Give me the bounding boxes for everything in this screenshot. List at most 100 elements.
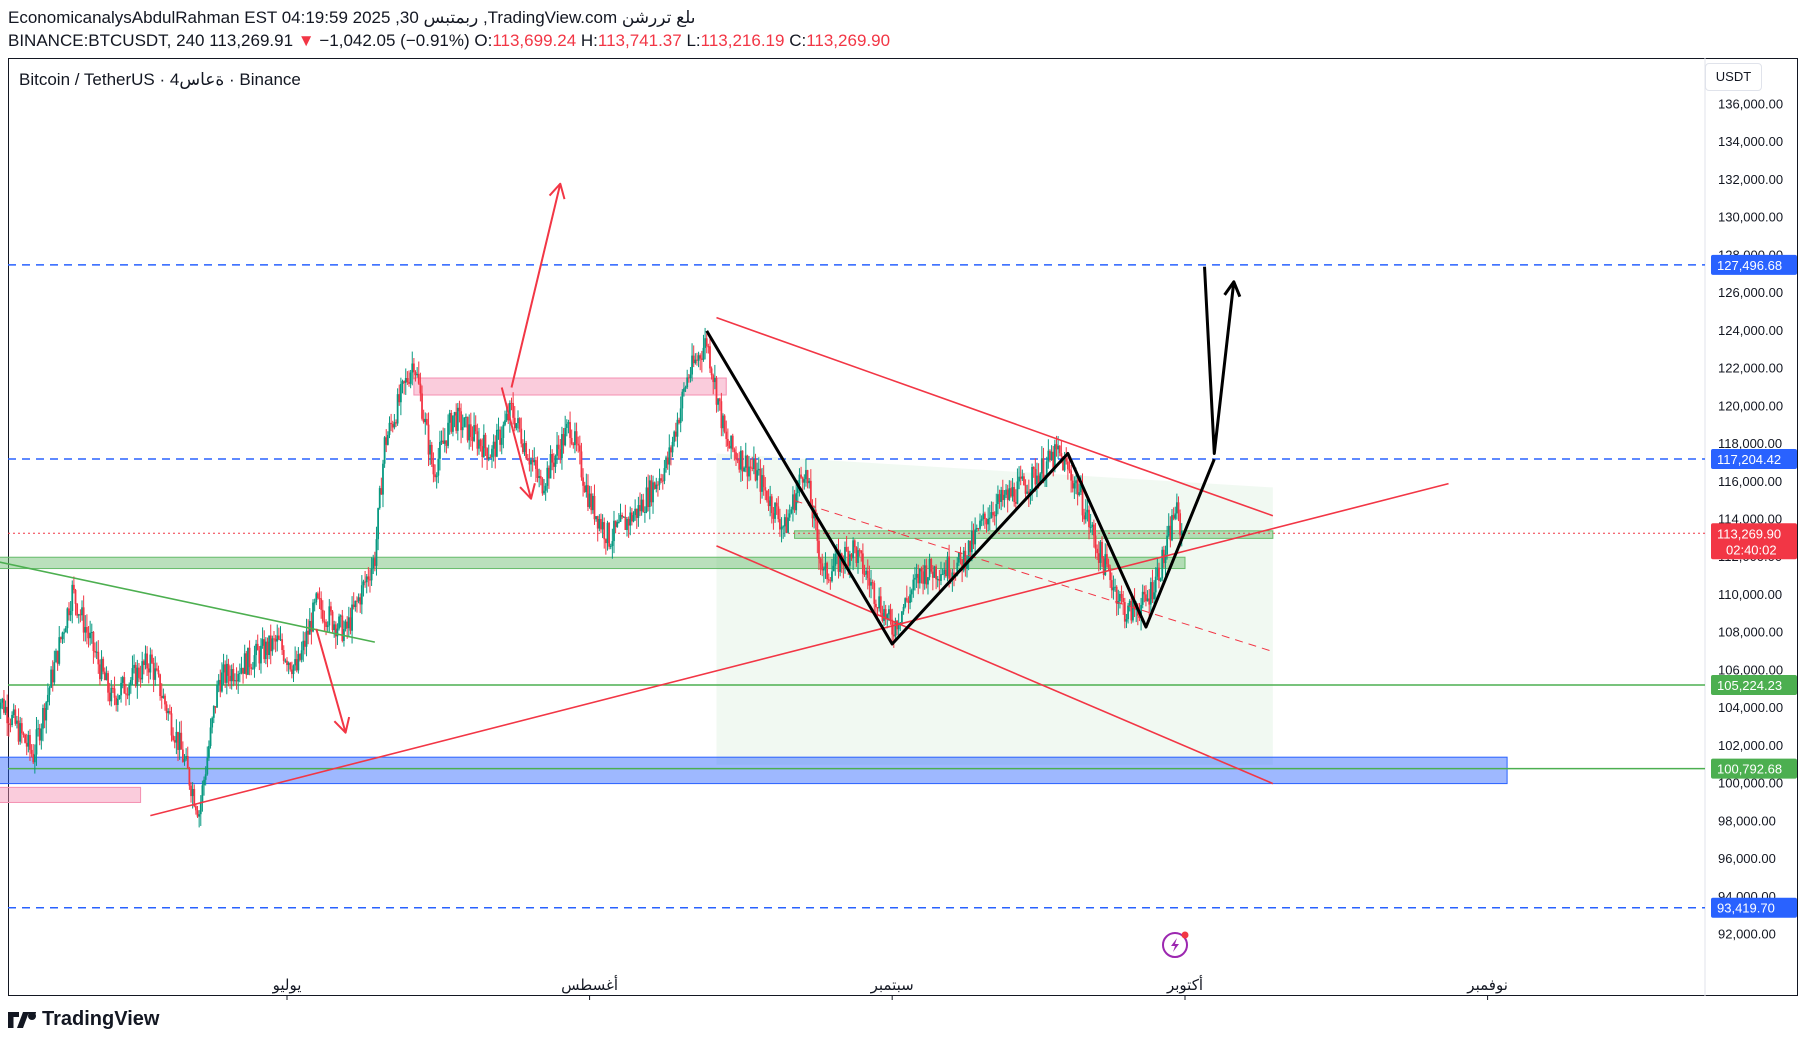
candle-body (1115, 586, 1118, 604)
candle-body (489, 457, 492, 459)
candle-body (868, 578, 871, 586)
candle-body (12, 709, 15, 715)
candle-body (1127, 605, 1129, 620)
candle-body (450, 412, 453, 432)
x-tick-label: سبتمبر (870, 977, 914, 994)
candle-body (1, 698, 4, 703)
candle-body (336, 628, 339, 637)
candle-body (248, 647, 251, 668)
candle-body (850, 554, 853, 559)
candle-body (331, 611, 334, 631)
candle-body (476, 431, 479, 449)
candle-body (923, 565, 926, 584)
candle-body (1166, 535, 1169, 555)
arrow-head-1 (519, 482, 536, 500)
arrow-head-3 (1223, 280, 1242, 298)
arrow-2 (315, 628, 347, 733)
candle-body (546, 467, 549, 486)
candle-body (227, 663, 230, 676)
candle-body (468, 424, 471, 441)
candle-body (237, 673, 240, 682)
candle-body (7, 723, 10, 725)
candle-body (559, 449, 562, 459)
candle-body (1029, 489, 1032, 494)
tradingview-logo[interactable]: TradingView (8, 1008, 159, 1031)
open-value: 113,699.24 (492, 31, 577, 50)
candle-body (242, 667, 244, 674)
candle-body (1099, 541, 1102, 563)
candle-body (715, 377, 718, 405)
candle-body (621, 514, 624, 517)
price-label: 93,419.70 (1717, 901, 1775, 916)
candle-body (853, 540, 856, 548)
candle-body (598, 519, 601, 529)
candle-body (543, 490, 545, 494)
candle-body (102, 658, 105, 672)
y-tick-label: 136,000.00 (1718, 97, 1783, 112)
candle-body (253, 655, 256, 669)
candle-body (977, 527, 980, 529)
candle-body (492, 441, 495, 449)
candle-body (19, 723, 22, 742)
candle-body (1070, 470, 1073, 481)
symbol-ohlc-line: BINANCE:BTCUSDT, 240 113,269.91 ▼ −1,042… (8, 31, 890, 51)
candle-body (116, 699, 119, 705)
candle-body (931, 571, 934, 578)
candle-body (437, 458, 440, 476)
candle-body (1169, 525, 1172, 541)
candle-body (520, 428, 523, 444)
candle-body (81, 607, 83, 616)
candle-body (1086, 509, 1089, 513)
candle-body (580, 451, 583, 478)
candle-body (401, 381, 404, 384)
price-label-box (1711, 523, 1797, 560)
candle-body (377, 508, 380, 540)
price-label-box (1711, 449, 1797, 470)
candle-body (873, 583, 876, 604)
candle-body (526, 458, 529, 461)
candle-body (962, 550, 965, 571)
candle-body (129, 680, 132, 686)
trend-line-0 (716, 316, 1274, 517)
candle-body (229, 675, 231, 682)
candle-body (705, 338, 708, 347)
candle-body (992, 512, 994, 516)
candle-body (478, 439, 480, 449)
candle-body (139, 677, 142, 680)
candle-body (144, 653, 147, 666)
trend-line-4 (0, 561, 376, 643)
candle-body (383, 437, 386, 464)
change-value: −1,042.05 (−0.91%) (319, 31, 470, 50)
candle-body (310, 620, 313, 632)
candle-body (42, 708, 44, 729)
candle-body (461, 427, 464, 431)
candle-body (1167, 525, 1170, 536)
candle-body (684, 387, 687, 389)
candle-body (1120, 593, 1123, 598)
candle-body (20, 723, 23, 734)
candle-body (152, 662, 155, 680)
high-label: H: (580, 31, 598, 50)
candle-body (24, 734, 26, 743)
candle-body (1036, 475, 1038, 485)
candle-body (1172, 515, 1175, 519)
candle-body (107, 673, 109, 693)
open-label: O: (474, 31, 493, 50)
candle-body (751, 467, 754, 469)
candle-body (479, 439, 482, 447)
candle-body (964, 550, 967, 569)
candle-body (294, 659, 297, 666)
candle-body (642, 499, 645, 513)
candle-body (904, 598, 907, 607)
candle-body (668, 447, 671, 465)
candle-body (125, 693, 127, 695)
candle-body (22, 733, 25, 735)
candle-body (365, 576, 368, 583)
candle-body (557, 444, 560, 450)
candle-body (224, 664, 227, 683)
candle-body (832, 565, 835, 572)
currency-button[interactable]: USDT (1705, 63, 1762, 91)
candle-body (260, 645, 262, 664)
candle-body (142, 661, 145, 666)
